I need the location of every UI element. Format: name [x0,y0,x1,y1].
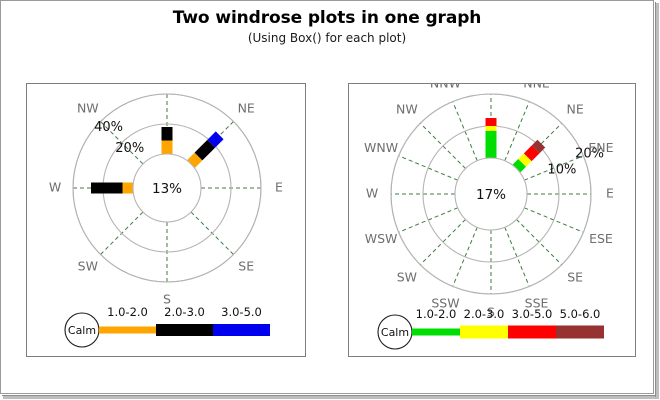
direction-label-s: S [163,292,171,307]
ring-outer [72,93,262,283]
windrose-right-canvas: 17%10%20%NNNENEENEEESESESSESSSWSWWSWWWNW… [364,84,614,350]
legend-swatch-2.0-3.0 [460,325,508,339]
bar-n [161,127,173,154]
bar-segment-ne-3.0-5.0 [207,131,224,148]
bar-segment-ne-1.0-2.0 [512,158,527,173]
bar-segment-n-2.0-3.0 [485,126,497,131]
center-percent-label: 13% [152,181,182,197]
ring-label-20%: 20% [575,147,604,162]
center-percent-label: 17% [476,187,506,203]
legend-swatch-3.0-5.0 [213,324,270,336]
bar-segment-n-2.0-3.0 [161,127,173,141]
calm-center-circle [132,153,202,223]
window-shadow-bottom [3,396,659,399]
direction-label-s: S [487,305,495,320]
bar-segment-ne-2.0-3.0 [194,139,216,161]
direction-label-sw: SW [397,270,417,285]
legend-calm-label: Calm [381,326,409,339]
ring-label-20%: 20% [115,141,144,156]
legend-label-1.0-2.0: 1.0-2.0 [107,305,148,319]
bar-w [91,182,133,194]
legend-swatch-2.0-3.0 [156,324,213,336]
legend-calm-label: Calm [68,324,96,337]
bar-segment-ne-3.0-5.0 [523,145,540,162]
direction-label-ene: ENE [588,140,613,155]
legend-swatch-5.0-6.0 [556,325,604,339]
legend-label-3.0-5.0: 3.0-5.0 [512,307,553,321]
direction-label-e: E [606,186,614,201]
bar-ne [512,139,546,173]
direction-label-sse: SSE [525,295,549,310]
ring-label-40%: 40% [94,120,123,135]
direction-label-se: SE [238,259,254,274]
legend-swatch-3.0-5.0 [508,325,556,339]
direction-label-w: W [49,180,61,195]
bar-segment-n-3.0-5.0 [485,118,497,126]
legend-label-5.0-6.0: 5.0-6.0 [560,307,601,321]
direction-label-nw: NW [77,100,99,115]
direction-label-e: E [275,180,283,195]
legend-swatch-1.0-2.0 [99,326,156,334]
window-shadow-bottom-edge [2,395,656,396]
bar-ne [187,131,224,168]
direction-label-wsw: WSW [365,231,398,246]
windrose-plot-right: 17%10%20%NNNENEENEEESESESSESSSWSWWSWWWNW… [348,83,636,357]
bar-segment-w-1.0-2.0 [122,182,133,194]
windrose-left-canvas: 13%20%40%NNEESESSWWNWCalm1.0-2.02.0-3.03… [49,93,283,348]
legend-label-2.0-3.0: 2.0-3.0 [164,305,205,319]
direction-label-ssw: SSW [431,295,459,310]
direction-label-sw: SW [78,259,98,274]
window-shadow-right [656,3,659,397]
direction-label-nne: NNE [523,84,550,91]
bar-n [485,118,497,158]
legend-swatch-1.0-2.0 [412,328,460,336]
direction-label-wnw: WNW [364,140,398,155]
direction-label-w: W [366,186,378,201]
legend-label-2.0-3.0: 2.0-3.0 [464,307,505,321]
direction-label-ne: NE [567,101,584,116]
ring-label-10%: 10% [547,163,576,178]
direction-label-se: SE [567,270,583,285]
direction-label-nnw: NNW [430,84,461,91]
bar-segment-n-1.0-2.0 [161,140,173,154]
graph-subtitle: (Using Box() for each plot) [247,31,407,45]
direction-label-nw: NW [396,101,418,116]
legend-label-3.0-5.0: 3.0-5.0 [221,305,262,319]
bar-segment-ne-2.0-3.0 [518,153,532,167]
bar-segment-w-2.0-3.0 [91,182,123,194]
legend-label-1.0-2.0: 1.0-2.0 [416,307,457,321]
ring-outer [390,93,592,295]
windrose-plot-left: 13%20%40%NNEESESSWWNWCalm1.0-2.02.0-3.03… [26,83,306,357]
direction-label-ne: NE [238,100,255,115]
bar-segment-ne-1.0-2.0 [187,152,203,168]
calm-center-circle [454,157,528,231]
bar-segment-ne-5.0-6.0 [531,139,546,154]
window-shadow-right-edge [655,2,656,397]
bar-segment-n-1.0-2.0 [485,130,497,158]
graph-title: Two windrose plots in one graph [172,8,482,28]
direction-label-ese: ESE [589,231,613,246]
